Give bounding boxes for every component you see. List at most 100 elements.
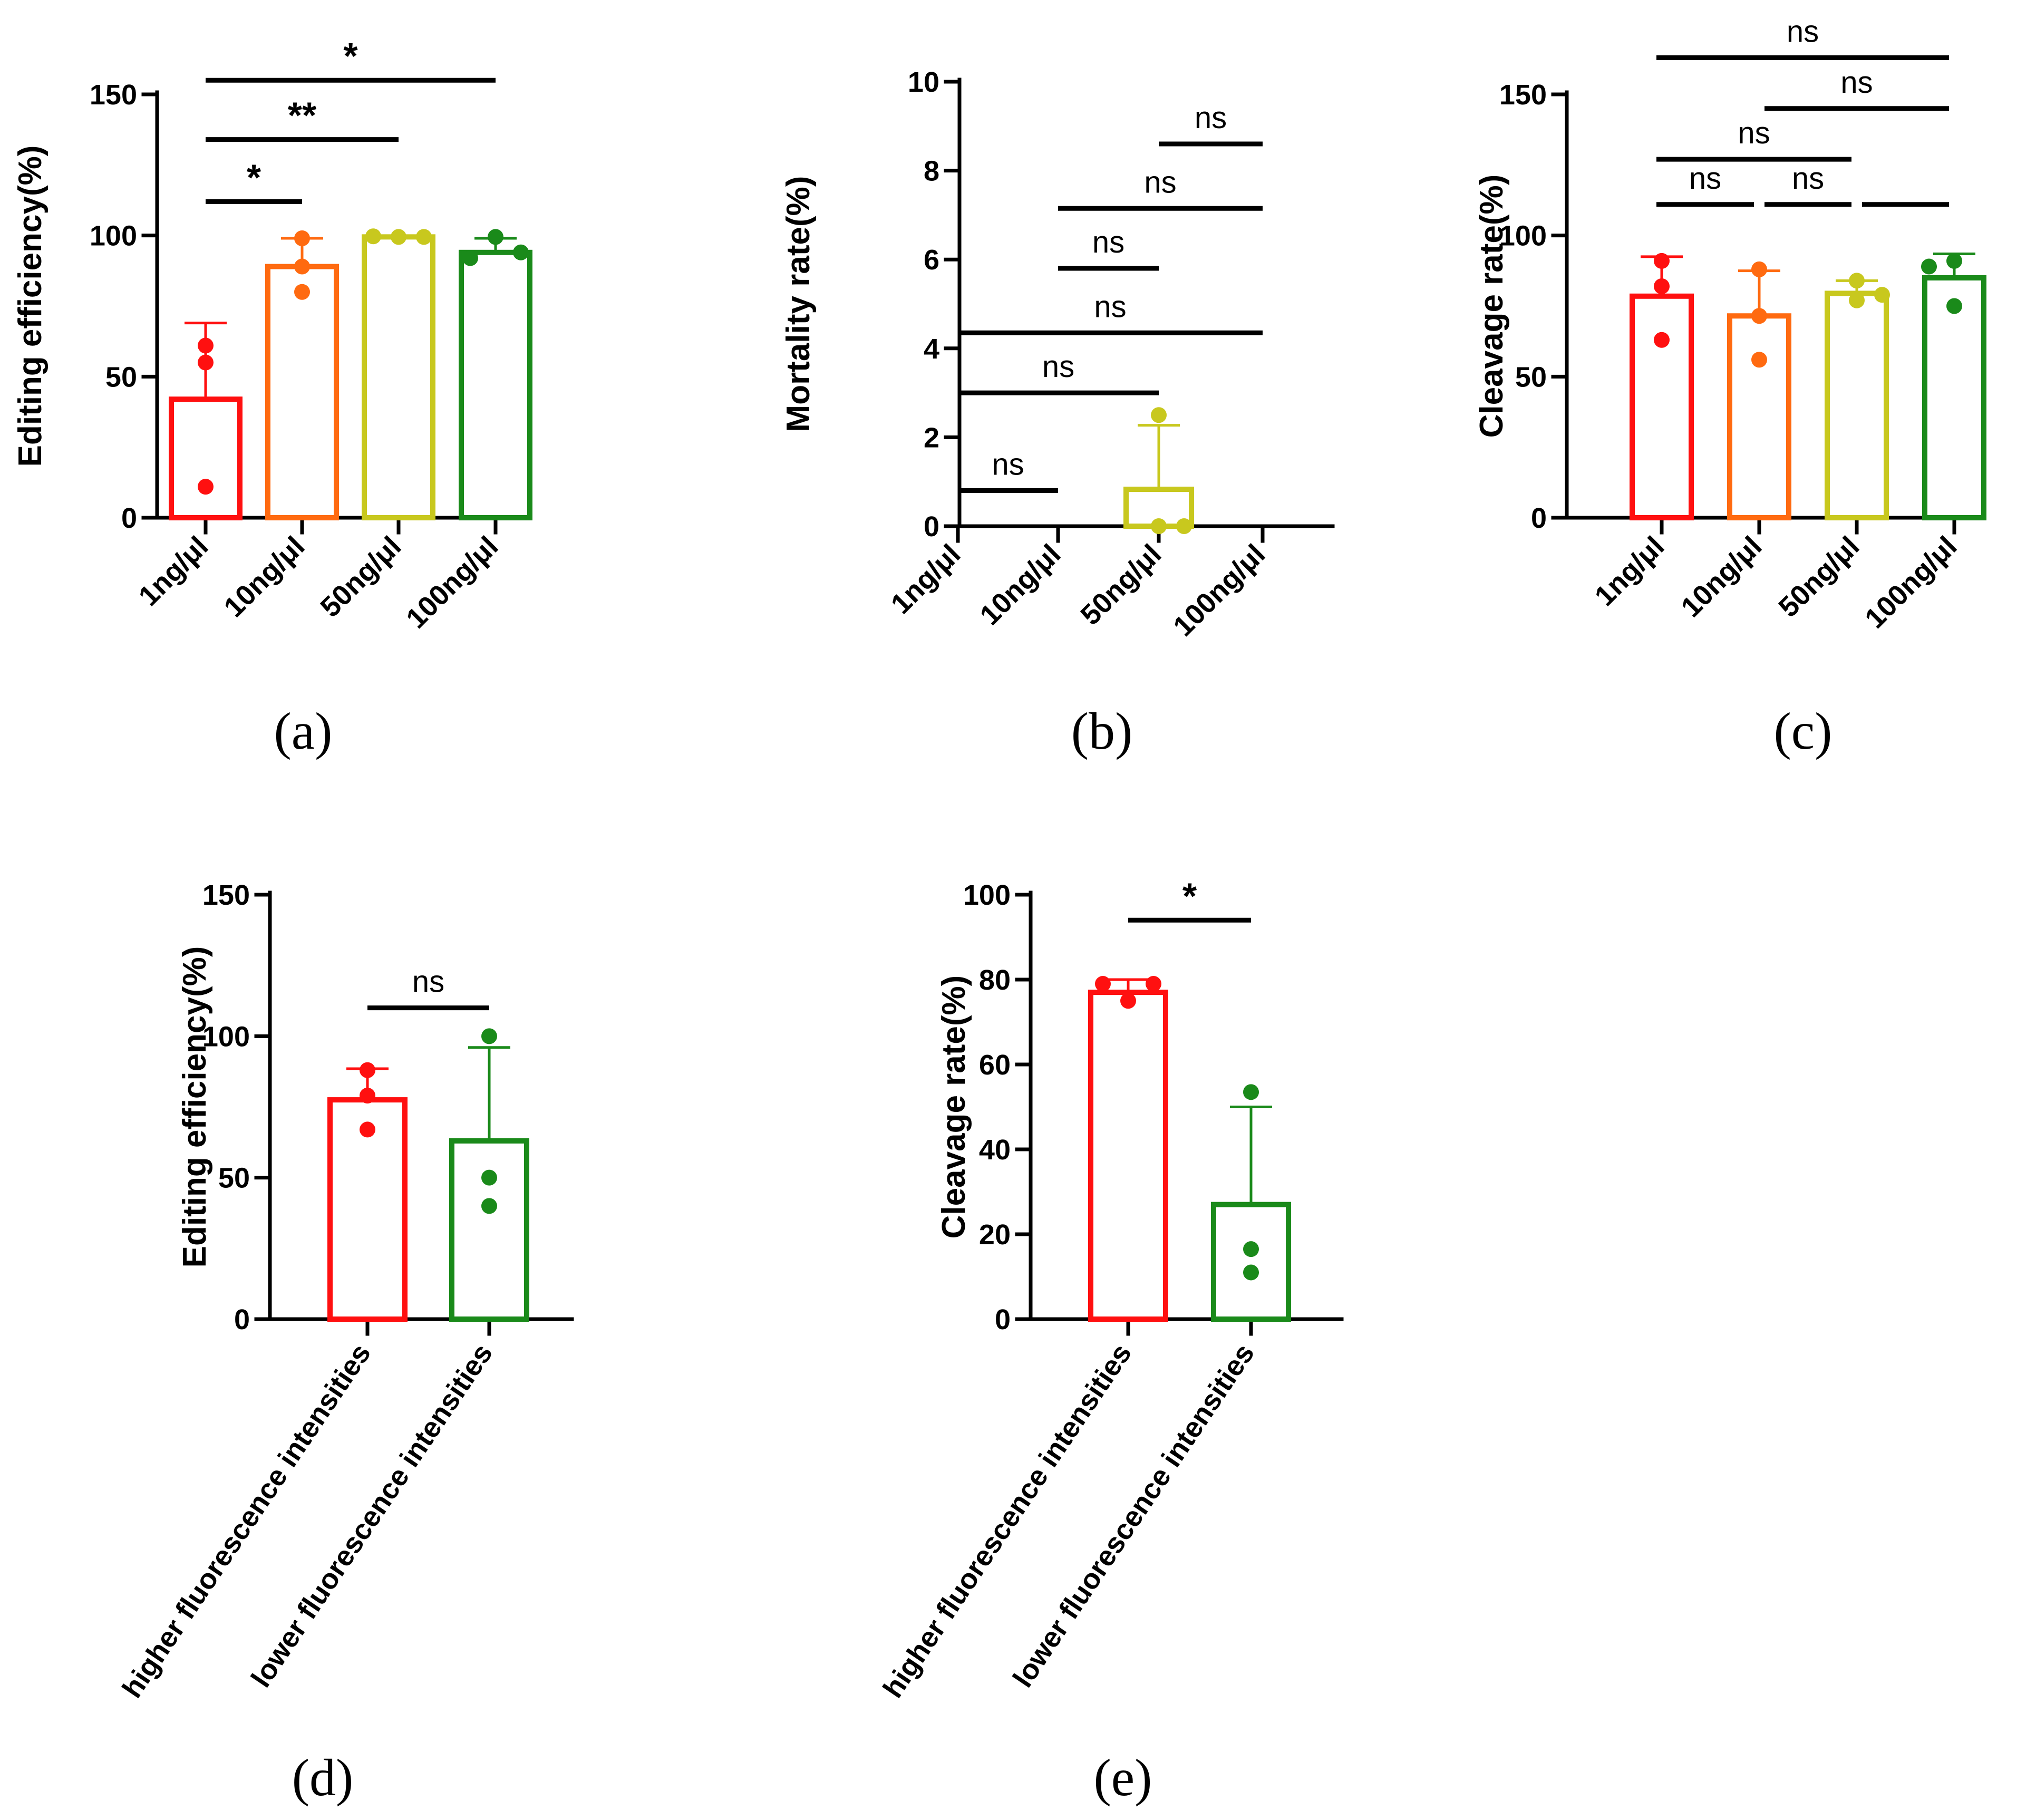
panel-label: (a) bbox=[274, 702, 333, 760]
significance-label: ns bbox=[1738, 116, 1770, 150]
x-category-label: lower fluorescence intensities bbox=[245, 1338, 499, 1693]
data-point bbox=[1751, 308, 1767, 324]
significance-label: ns bbox=[1792, 161, 1824, 196]
bar-c-3 bbox=[1922, 275, 1986, 520]
data-point bbox=[360, 1062, 375, 1078]
x-category-label: 100ng/μl bbox=[1167, 538, 1271, 642]
y-axis-label: Editing efficiency(%) bbox=[12, 146, 49, 467]
data-point bbox=[294, 284, 310, 300]
x-category-label: higher fluorescence intensities bbox=[117, 1338, 377, 1703]
data-point bbox=[513, 244, 529, 260]
chart-panel-d: 0 50 100 150 Editing efficiency(%) higher flu… bbox=[117, 879, 574, 1807]
significance-label: ns bbox=[1195, 101, 1227, 135]
data-point bbox=[198, 354, 214, 371]
data-point bbox=[1946, 298, 1962, 314]
data-point bbox=[1146, 976, 1161, 992]
data-point bbox=[391, 229, 406, 245]
x-category-label: 10ng/μl bbox=[218, 530, 311, 623]
x-category-label: 1ng/μl bbox=[133, 530, 215, 612]
data-point bbox=[1849, 273, 1865, 289]
significance-label: ns bbox=[992, 448, 1024, 482]
panel-label: (b) bbox=[1071, 702, 1133, 760]
x-category-label: 10ng/μl bbox=[974, 538, 1067, 631]
data-point bbox=[360, 1121, 375, 1138]
y-tick-label: 80 bbox=[979, 964, 1011, 996]
significance-label: ns bbox=[1144, 165, 1176, 199]
bar-a-2 bbox=[362, 234, 435, 520]
y-tick-label: 40 bbox=[979, 1134, 1011, 1166]
y-axis-label: Mortality rate(%) bbox=[780, 176, 817, 432]
y-axis-label: Editing efficiency(%) bbox=[177, 946, 213, 1268]
bar-a-3 bbox=[459, 249, 532, 520]
bar-d-1 bbox=[449, 1138, 529, 1322]
y-tick-label: 10 bbox=[908, 66, 939, 98]
data-point bbox=[1751, 352, 1767, 368]
y-tick-label: 150 bbox=[90, 79, 137, 111]
bar-a-0 bbox=[169, 396, 243, 520]
y-tick-label: 2 bbox=[924, 422, 939, 453]
data-point bbox=[481, 1028, 497, 1044]
panel-label: (e) bbox=[1094, 1748, 1152, 1807]
data-point bbox=[462, 250, 478, 266]
bar-a-1 bbox=[265, 264, 339, 520]
significance-label: ns bbox=[1787, 14, 1819, 49]
significance-label: ns bbox=[1689, 161, 1721, 196]
significance-label: ns bbox=[1840, 65, 1873, 100]
data-point bbox=[1654, 332, 1670, 348]
data-point bbox=[1176, 518, 1192, 534]
data-point bbox=[365, 228, 381, 245]
y-tick-label: 6 bbox=[924, 244, 939, 276]
data-point bbox=[1946, 253, 1962, 269]
x-category-label: 100ng/μl bbox=[400, 530, 504, 634]
bar-c-1 bbox=[1727, 313, 1791, 521]
bar-e-0 bbox=[1088, 990, 1168, 1322]
y-tick-label: 0 bbox=[1531, 502, 1547, 534]
significance-label: ns bbox=[1092, 225, 1124, 259]
x-category-label: lower fluorescence intensities bbox=[1007, 1338, 1261, 1693]
y-tick-label: 150 bbox=[202, 879, 250, 911]
significance-label: * bbox=[343, 35, 358, 76]
y-tick-label: 4 bbox=[924, 333, 939, 365]
y-tick-label: 8 bbox=[924, 156, 939, 187]
data-point bbox=[1751, 261, 1767, 277]
bar-c-2 bbox=[1825, 291, 1889, 520]
data-point bbox=[1921, 258, 1937, 275]
data-point bbox=[416, 229, 432, 245]
data-point bbox=[198, 337, 214, 354]
y-tick-label: 150 bbox=[1499, 79, 1547, 111]
y-tick-label: 100 bbox=[1499, 220, 1547, 252]
data-point bbox=[360, 1088, 375, 1104]
data-point bbox=[1095, 976, 1111, 992]
data-point bbox=[1654, 253, 1670, 269]
data-point bbox=[1151, 518, 1167, 534]
data-point bbox=[481, 1198, 497, 1214]
data-point bbox=[294, 258, 310, 275]
chart-panel-b: 0 2 4 6 8 10 Mortality rate(%) 1ng/μl 10ng/μl 50n… bbox=[780, 66, 1335, 760]
data-point bbox=[1151, 407, 1167, 423]
y-tick-label: 50 bbox=[218, 1163, 250, 1194]
y-tick-label: 50 bbox=[105, 361, 137, 393]
y-tick-label: 60 bbox=[979, 1049, 1011, 1081]
significance-label: ** bbox=[288, 95, 317, 136]
bar-c-0 bbox=[1630, 293, 1694, 520]
chart-panel-c: 0 50 100 150 Cleavage rate(%) 1ng/μl 10ng/μl 50… bbox=[1473, 14, 1986, 760]
x-category-label: 100ng/μl bbox=[1859, 530, 1963, 634]
panel-label: (d) bbox=[292, 1748, 354, 1807]
y-tick-label: 100 bbox=[202, 1021, 250, 1052]
y-tick-label: 0 bbox=[995, 1304, 1011, 1335]
chart-panel-e: 0 20 40 60 80 100 Cleavage rate(%) higher fluor… bbox=[877, 875, 1344, 1807]
y-axis-label: Cleavage rate(%) bbox=[1473, 175, 1510, 438]
y-tick-label: 100 bbox=[963, 879, 1011, 911]
y-tick-label: 100 bbox=[90, 220, 137, 252]
data-point bbox=[1243, 1264, 1259, 1281]
y-tick-label: 50 bbox=[1515, 361, 1547, 393]
data-point bbox=[294, 230, 310, 247]
data-point bbox=[1849, 292, 1865, 308]
bar-e-1 bbox=[1211, 1202, 1291, 1322]
data-point bbox=[1243, 1241, 1259, 1257]
data-point bbox=[1120, 993, 1136, 1009]
data-point bbox=[1654, 278, 1670, 295]
x-category-label: 10ng/μl bbox=[1675, 530, 1768, 623]
data-point bbox=[1243, 1084, 1259, 1100]
